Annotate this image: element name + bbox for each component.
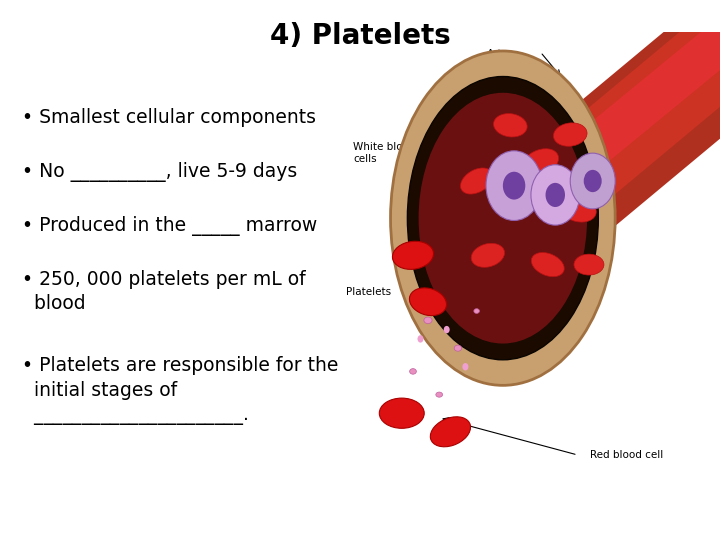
Text: • Platelets are responsible for the
  initial stages of
  ______________________: • Platelets are responsible for the init… <box>22 356 338 425</box>
Text: • Produced in the _____ marrow: • Produced in the _____ marrow <box>22 216 317 236</box>
Ellipse shape <box>431 417 471 447</box>
Ellipse shape <box>408 77 598 360</box>
Circle shape <box>546 183 565 207</box>
Ellipse shape <box>390 51 615 386</box>
Ellipse shape <box>511 192 539 217</box>
Circle shape <box>486 151 542 220</box>
Ellipse shape <box>471 244 505 267</box>
Ellipse shape <box>522 148 559 176</box>
Ellipse shape <box>559 195 596 222</box>
Ellipse shape <box>554 123 587 146</box>
Ellipse shape <box>531 253 564 276</box>
Text: • Smallest cellular components: • Smallest cellular components <box>22 108 315 127</box>
Text: 4) Platelets: 4) Platelets <box>269 22 451 50</box>
Ellipse shape <box>474 309 480 313</box>
Text: • 250, 000 platelets per mL of
  blood: • 250, 000 platelets per mL of blood <box>22 270 305 313</box>
Ellipse shape <box>392 241 433 269</box>
Ellipse shape <box>436 392 443 397</box>
Ellipse shape <box>574 254 604 275</box>
Ellipse shape <box>418 93 587 343</box>
Ellipse shape <box>461 168 492 194</box>
Circle shape <box>584 170 602 192</box>
Circle shape <box>531 165 580 225</box>
Circle shape <box>418 335 423 342</box>
Circle shape <box>462 363 469 370</box>
Ellipse shape <box>493 113 527 137</box>
Text: • No __________, live 5-9 days: • No __________, live 5-9 days <box>22 162 297 182</box>
FancyArrowPatch shape <box>467 48 720 263</box>
Ellipse shape <box>379 398 424 428</box>
Circle shape <box>503 172 526 200</box>
Text: Platelets: Platelets <box>346 287 391 298</box>
Ellipse shape <box>454 345 462 351</box>
Ellipse shape <box>410 369 416 374</box>
Ellipse shape <box>424 317 432 323</box>
Ellipse shape <box>410 288 446 315</box>
Circle shape <box>444 326 450 333</box>
Text: White blood
cells: White blood cells <box>353 143 415 164</box>
Text: Artery: Artery <box>487 49 519 59</box>
Text: Red blood cell: Red blood cell <box>590 450 663 460</box>
FancyArrowPatch shape <box>475 39 720 244</box>
FancyArrowPatch shape <box>467 57 720 272</box>
Circle shape <box>570 153 615 209</box>
